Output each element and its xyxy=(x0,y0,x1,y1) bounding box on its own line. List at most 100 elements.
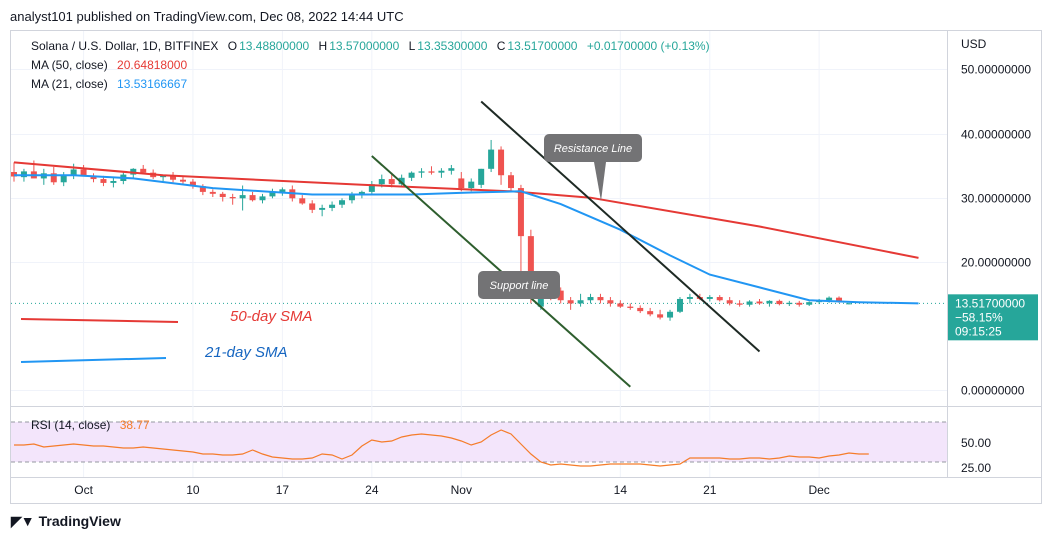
candle xyxy=(418,168,425,178)
candle xyxy=(726,297,733,306)
open-label: O xyxy=(227,39,238,53)
candle-body xyxy=(746,301,753,305)
resistance-callout-box xyxy=(544,134,642,162)
candle xyxy=(657,309,664,320)
rsi-label: RSI (14, close) xyxy=(31,418,111,432)
last-price-tag-bg xyxy=(948,294,1038,341)
candle-body xyxy=(458,178,465,189)
candle-body xyxy=(726,300,733,304)
tradingview-branding[interactable]: ◤▼ TradingView xyxy=(11,513,121,530)
candle-body xyxy=(339,200,346,205)
low-value: 13.35300000 xyxy=(417,39,488,53)
candle xyxy=(448,164,455,175)
candle-body xyxy=(756,301,763,304)
candle xyxy=(229,193,236,205)
candle-body xyxy=(249,195,256,201)
candle-body xyxy=(140,168,147,173)
candle-body xyxy=(676,298,683,312)
resistance-callout: Resistance Line xyxy=(544,134,642,201)
candle xyxy=(299,195,306,205)
candle xyxy=(567,297,574,310)
currency-label: USD xyxy=(961,37,987,51)
candle xyxy=(508,172,514,192)
time-tick-label: Dec xyxy=(808,483,829,497)
open-value: 13.48800000 xyxy=(239,39,310,53)
ma21-value: 13.53166667 xyxy=(117,77,188,91)
candle-body xyxy=(667,311,674,318)
candle xyxy=(259,193,266,204)
candle-body xyxy=(279,189,286,192)
candle xyxy=(686,293,693,304)
candle xyxy=(766,300,773,307)
candle xyxy=(269,188,276,199)
rsi-band xyxy=(11,422,947,462)
rsi-tick-label: 25.00 xyxy=(961,461,991,475)
candle-body xyxy=(517,188,524,237)
candle xyxy=(587,293,594,304)
candle-body xyxy=(309,203,316,210)
time-tick-label: Nov xyxy=(451,483,472,497)
candle-body xyxy=(617,303,624,307)
chart-area[interactable]: 50.00000000 40.00000000 30.00000000 20.0000… xyxy=(11,31,1041,503)
candle-body xyxy=(587,297,594,301)
candle-body xyxy=(50,173,57,183)
high-label: H xyxy=(318,39,328,53)
candle-body xyxy=(90,176,97,180)
candle-body xyxy=(776,300,783,305)
symbol-legend: Solana / U.S. Dollar, 1D, BITFINEX O 13.4… xyxy=(31,39,710,53)
candle-body xyxy=(498,149,505,176)
candle xyxy=(557,287,564,304)
candle xyxy=(249,191,256,202)
ma21-label: MA (21, close) xyxy=(31,77,108,91)
price-tick-label: 30.00000000 xyxy=(961,192,1031,206)
candle xyxy=(408,171,415,181)
publisher-header: analyst101 published on TradingView.com,… xyxy=(10,9,404,24)
candle-body xyxy=(319,207,326,210)
candle-body xyxy=(845,303,852,305)
candle-body xyxy=(80,169,87,177)
candle xyxy=(845,302,852,305)
candle-body xyxy=(527,236,534,294)
time-tick-label: Oct xyxy=(74,483,93,497)
time-tick-label: 14 xyxy=(614,483,628,497)
candle-body xyxy=(706,297,713,299)
candle xyxy=(676,297,683,314)
candle xyxy=(597,293,604,304)
symbol-title: Solana / U.S. Dollar, 1D, BITFINEX xyxy=(31,39,219,53)
ma21-legend[interactable]: MA (21, close) 13.53166667 xyxy=(31,77,187,91)
rsi-value: 38.77 xyxy=(119,418,150,432)
support-callout-box xyxy=(478,271,560,299)
candle-body xyxy=(229,197,236,199)
candle xyxy=(219,191,226,202)
candle xyxy=(637,305,644,314)
candle-body xyxy=(160,175,167,178)
candle-body xyxy=(408,172,415,178)
candle xyxy=(577,293,584,307)
sma21-annotation: 21-day SMA xyxy=(204,344,288,361)
candle xyxy=(189,179,196,189)
candle xyxy=(806,301,813,306)
candle-body xyxy=(398,177,405,185)
candle xyxy=(488,139,495,173)
candle-body xyxy=(170,175,177,180)
time-tick-label: 21 xyxy=(703,483,717,497)
ma50-legend[interactable]: MA (50, close) 20.64818000 xyxy=(31,58,187,72)
last-price-tag: 13.51700000−58.15%09:15:25 xyxy=(948,294,1038,341)
candle-body xyxy=(259,196,266,201)
candle xyxy=(179,176,186,185)
candle xyxy=(498,146,505,185)
rsi-legend[interactable]: RSI (14, close) 38.77 xyxy=(31,418,150,432)
price-tick-label: 20.00000000 xyxy=(961,256,1031,270)
chart-frame: 50.00000000 40.00000000 30.00000000 20.0000… xyxy=(10,30,1042,504)
brand-name: TradingView xyxy=(38,513,121,529)
candle-body xyxy=(647,311,654,315)
candle-body xyxy=(557,290,564,301)
candle-body xyxy=(269,191,276,197)
candle-body xyxy=(448,168,455,171)
candle xyxy=(617,300,624,308)
ma21-line xyxy=(14,174,919,305)
candle-body xyxy=(786,302,793,305)
candle xyxy=(786,300,793,306)
candle xyxy=(80,164,87,177)
candle-body xyxy=(70,169,77,176)
